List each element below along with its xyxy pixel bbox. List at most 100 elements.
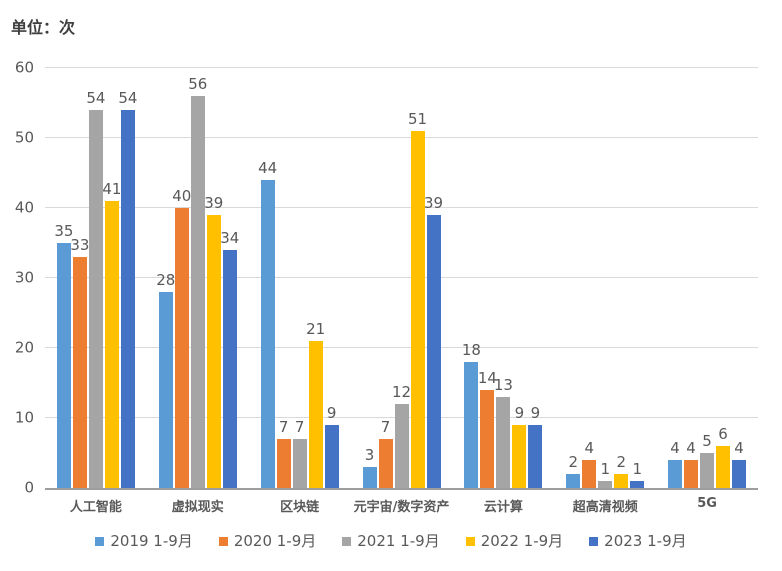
bar-value-label: 7: [380, 418, 391, 436]
x-axis-line: [45, 488, 758, 490]
bar-value-label: 2: [616, 453, 626, 471]
bar-value-label: 33: [70, 236, 90, 254]
bar: 4: [684, 441, 699, 488]
bar-value-label: 35: [54, 222, 74, 240]
bar-value-label: 41: [102, 180, 122, 198]
bar-value-label: 7: [294, 418, 305, 436]
x-axis-labels: 人工智能 虚拟现实 区块链 元宇宙/数字资产 云计算 超高清视频 5G: [45, 496, 758, 515]
bar: 9: [324, 406, 339, 488]
bar-value-label: 4: [670, 439, 680, 457]
bar: 1: [598, 462, 613, 488]
x-axis-category-label: 云计算: [483, 500, 523, 515]
bar-group: 35 33 54 41 54: [45, 68, 147, 488]
bar: 28: [156, 273, 175, 488]
bar: 54: [86, 91, 105, 488]
legend-swatch-icon: [218, 537, 228, 546]
y-axis-tick-label: 40: [14, 198, 34, 217]
bar: 12: [392, 385, 411, 488]
y-axis-tick-label: 10: [14, 408, 34, 427]
bar: 39: [424, 196, 443, 488]
bar: 39: [204, 196, 223, 488]
bar-groups: 35 33 54 41 54 28 40 56 39 34 44 7 7 21 9 3 7 12 51 39 18 14 1…: [45, 68, 758, 488]
x-axis-category-label: 5G: [697, 496, 717, 511]
bar-value-label: 4: [584, 439, 594, 457]
bar: 51: [408, 112, 427, 488]
plot-area: 35 33 54 41 54 28 40 56 39 34 44 7 7 21 9 3 7 12 51 39 18 14 1…: [45, 67, 758, 490]
bar-value-label: 1: [632, 460, 642, 478]
bar-value-label: 4: [734, 439, 744, 457]
legend-item: 2023 1-9月: [589, 534, 687, 549]
bar: 7: [292, 420, 307, 488]
legend-swatch-icon: [342, 537, 352, 546]
bar: 6: [716, 427, 731, 488]
legend-label: 2020 1-9月: [233, 532, 317, 550]
x-axis-category-label: 区块链: [280, 500, 320, 515]
bar: 34: [220, 231, 239, 488]
bar-value-label: 12: [391, 383, 412, 401]
x-axis-category-label: 超高清视频: [572, 500, 638, 515]
bar-value-label: 6: [718, 425, 728, 443]
bar-value-label: 14: [477, 369, 497, 387]
y-axis-tick-label: 50: [14, 128, 34, 147]
bar: 44: [258, 161, 277, 488]
x-axis-category-label: 虚拟现实: [171, 500, 224, 515]
bar: 21: [306, 322, 325, 488]
y-axis-tick-label: 0: [24, 478, 34, 497]
x-axis-category-label: 人工智能: [69, 500, 122, 515]
bar-value-label: 54: [86, 89, 106, 107]
gridline: [45, 277, 758, 278]
bar: 3: [362, 448, 377, 488]
bar-value-label: 13: [493, 376, 513, 394]
y-axis-tick-label: 60: [14, 58, 34, 77]
legend-item: 2021 1-9月: [342, 532, 440, 550]
bar-value-label: 34: [220, 229, 240, 247]
bar-value-label: 21: [306, 320, 326, 338]
legend-label: 2021 1-9月: [357, 532, 440, 550]
legend-label: 2022 1-9月: [480, 532, 564, 550]
legend-item: 2020 1-9月: [218, 532, 317, 550]
gridline: [45, 207, 758, 209]
bar: 14: [478, 371, 497, 488]
bar: 5: [700, 434, 715, 488]
y-axis-tick-label: 30: [14, 268, 34, 287]
bar-value-label: 40: [172, 187, 192, 206]
bar-value-label: 39: [423, 194, 444, 212]
bar-value-label: 28: [156, 271, 176, 289]
bar-value-label: 9: [530, 404, 541, 422]
legend-swatch-icon: [95, 537, 105, 546]
y-axis: 0 10 20 30 40 50 60: [0, 60, 38, 495]
gridline: [45, 137, 758, 138]
bar-value-label: 5: [702, 432, 712, 451]
bar-value-label: 56: [188, 75, 208, 93]
bar: 40: [172, 189, 191, 488]
bar-group: 18 14 13 9 9: [452, 68, 554, 488]
bar-group: 28 40 56 39 34: [147, 68, 249, 488]
bar-value-label: 1: [600, 460, 610, 478]
bar-value-label: 3: [364, 446, 375, 464]
bar: 7: [378, 420, 393, 488]
legend-label: 2019 1-9月: [110, 532, 193, 550]
x-axis-category-label: 元宇宙/数字资产: [353, 500, 450, 515]
gridline: [45, 347, 758, 349]
bar: 2: [614, 455, 629, 488]
bar: 35: [54, 224, 73, 488]
bar-value-label: 9: [326, 404, 337, 422]
bar-value-label: 39: [204, 194, 224, 212]
bar: 9: [528, 406, 543, 488]
y-axis-tick-label: 20: [14, 338, 34, 357]
bar: 18: [462, 343, 481, 488]
bar: 9: [512, 406, 527, 488]
bar: 13: [494, 378, 513, 488]
bar-group: 3 7 12 51 39: [351, 68, 453, 488]
bar: 33: [70, 238, 89, 488]
bar-value-label: 2: [568, 453, 578, 471]
bar: 2: [566, 455, 581, 488]
legend-item: 2022 1-9月: [465, 532, 564, 550]
bar: 4: [582, 441, 597, 488]
gridline: [45, 67, 758, 68]
legend-swatch-icon: [465, 537, 475, 546]
bar-value-label: 44: [258, 159, 278, 177]
